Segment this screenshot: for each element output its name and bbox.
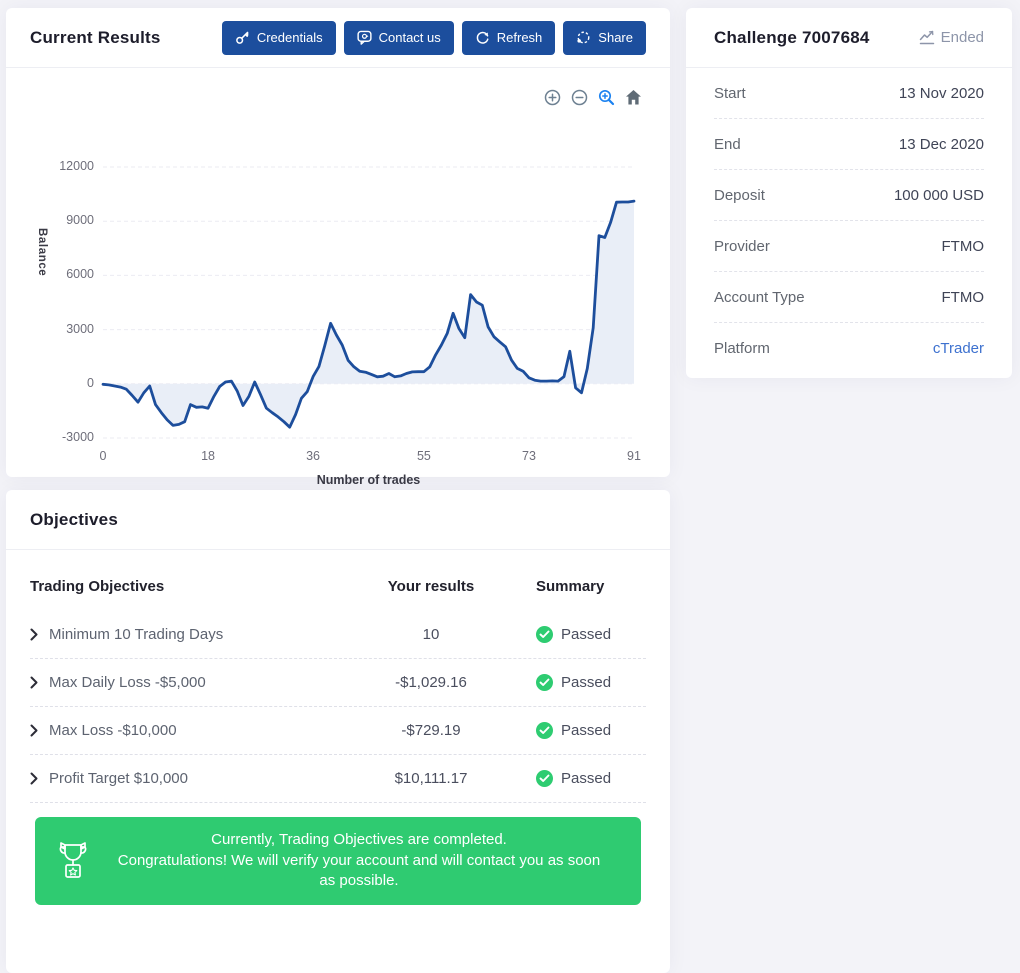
info-label: Account Type [714, 288, 805, 306]
banner-line-1: Currently, Trading Objectives are comple… [211, 831, 507, 849]
info-label: Deposit [714, 186, 765, 204]
chevron-right-icon [30, 676, 38, 689]
chart-toolbar [543, 88, 642, 106]
info-row-account-type: Account Type FTMO [714, 272, 984, 323]
objectives-table-header: Trading Objectives Your results Summary [30, 550, 646, 611]
zoom-in-icon[interactable] [543, 88, 561, 106]
objective-result: $10,111.17 [394, 770, 468, 787]
action-buttons: Credentials Contact us Refresh [221, 20, 646, 55]
platform-link[interactable]: cTrader [932, 340, 984, 357]
objectives-header: Objectives [6, 490, 670, 550]
objective-name: Profit Target $10,000 [49, 770, 188, 787]
column-trading-objectives: Trading Objectives [30, 578, 165, 595]
x-tick-label: 18 [201, 449, 215, 463]
challenge-card: Challenge 7007684 Ended Start 13 Nov 202… [686, 8, 1012, 378]
current-results-card: Current Results Credentials Contact us [6, 8, 670, 487]
objective-result: -$729.19 [401, 722, 461, 739]
info-value: FTMO [941, 237, 985, 255]
home-icon[interactable] [624, 88, 642, 106]
objective-status: Passed [561, 722, 612, 739]
status-badge-label: Ended [940, 29, 984, 46]
refresh-button[interactable]: Refresh [461, 20, 556, 55]
info-value: FTMO [941, 288, 985, 306]
check-circle-icon [536, 770, 553, 787]
y-tick-label: 12000 [59, 159, 94, 173]
x-tick-label: 91 [627, 449, 641, 463]
objectives-card: Objectives Trading Objectives Your resul… [6, 490, 670, 973]
contact-us-button[interactable]: Contact us [343, 20, 454, 55]
refresh-button-label: Refresh [496, 30, 543, 45]
check-circle-icon [536, 674, 553, 691]
column-your-results: Your results [387, 578, 475, 595]
y-tick-label: -3000 [62, 430, 94, 444]
objective-result: -$1,029.16 [395, 674, 467, 691]
y-tick-label: 0 [87, 375, 94, 390]
current-results-header: Current Results Credentials Contact us [6, 8, 670, 68]
check-circle-icon [536, 722, 553, 739]
info-label: Provider [714, 237, 770, 255]
objective-row-min-trading-days[interactable]: Minimum 10 Trading Days 10 Passed [30, 611, 646, 659]
y-tick-label: 9000 [66, 213, 94, 228]
x-axis-title: Number of trades [316, 473, 421, 487]
key-icon [235, 31, 249, 44]
objective-row-profit-target[interactable]: Profit Target $10,000 $10,111.17 Passed [30, 755, 646, 803]
info-value: 13 Dec 2020 [898, 135, 984, 153]
objectives-body: Trading Objectives Your results Summary … [6, 550, 670, 905]
challenge-info-rows: Start 13 Nov 2020 End 13 Dec 2020 Deposi… [686, 68, 1012, 374]
y-tick-label: 6000 [66, 267, 94, 282]
info-row-end: End 13 Dec 2020 [714, 119, 984, 170]
objective-status: Passed [561, 770, 612, 787]
chat-bubble-icon [357, 30, 372, 45]
challenge-header: Challenge 7007684 Ended [686, 8, 1012, 68]
contact-us-button-label: Contact us [378, 30, 441, 45]
challenge-title: Challenge 7007684 [714, 27, 870, 47]
objective-result: 10 [422, 626, 440, 643]
objectives-completed-banner: Currently, Trading Objectives are comple… [35, 817, 641, 905]
info-label: Platform [714, 340, 770, 357]
credentials-button[interactable]: Credentials [221, 20, 336, 55]
credentials-button-label: Credentials [256, 30, 323, 45]
info-row-deposit: Deposit 100 000 USD [714, 170, 984, 221]
banner-line-2: Congratulations! We will verify your acc… [117, 851, 601, 890]
share-button-label: Share [598, 30, 633, 45]
x-tick-label: 73 [522, 449, 536, 463]
objective-status: Passed [561, 674, 612, 691]
objective-name: Max Daily Loss -$5,000 [49, 674, 206, 691]
info-row-platform: Platform cTrader [714, 323, 984, 374]
objective-name: Max Loss -$10,000 [49, 722, 177, 739]
chart-line-icon [919, 30, 934, 45]
trophy-icon [35, 839, 111, 883]
banner-message: Currently, Trading Objectives are comple… [111, 830, 641, 892]
status-badge: Ended [919, 29, 984, 46]
y-tick-label: 3000 [66, 321, 94, 336]
objectives-title: Objectives [30, 509, 118, 529]
check-circle-icon [536, 626, 553, 643]
x-tick-label: 55 [416, 449, 431, 463]
selection-zoom-icon[interactable] [597, 88, 615, 106]
chevron-right-icon [30, 724, 38, 737]
objective-status: Passed [561, 626, 612, 643]
share-button[interactable]: Share [563, 20, 646, 55]
info-label: Start [714, 84, 746, 102]
refresh-icon [476, 31, 489, 44]
y-axis-title: Balance [36, 228, 48, 277]
current-results-title: Current Results [30, 27, 161, 47]
objective-row-max-loss[interactable]: Max Loss -$10,000 -$729.19 Passed [30, 707, 646, 755]
objective-name: Minimum 10 Trading Days [49, 626, 224, 643]
info-label: End [714, 135, 741, 153]
x-tick-label: 0 [99, 449, 107, 463]
chevron-right-icon [30, 772, 38, 785]
balance-line-chart[interactable] [101, 166, 636, 439]
chevron-right-icon [30, 628, 38, 641]
info-row-provider: Provider FTMO [714, 221, 984, 272]
info-value: 13 Nov 2020 [898, 84, 984, 102]
x-tick-label: 36 [306, 449, 321, 463]
info-row-start: Start 13 Nov 2020 [714, 68, 984, 119]
balance-chart-area: Balance 12000 9000 6000 3000 0 -3000 0 18 36 55 7… [6, 68, 670, 487]
info-value: 100 000 USD [893, 186, 984, 204]
column-summary: Summary [536, 578, 605, 595]
objective-row-max-daily-loss[interactable]: Max Daily Loss -$5,000 -$1,029.16 Passed [30, 659, 646, 707]
share-icon [577, 31, 590, 44]
zoom-out-icon[interactable] [570, 88, 588, 106]
